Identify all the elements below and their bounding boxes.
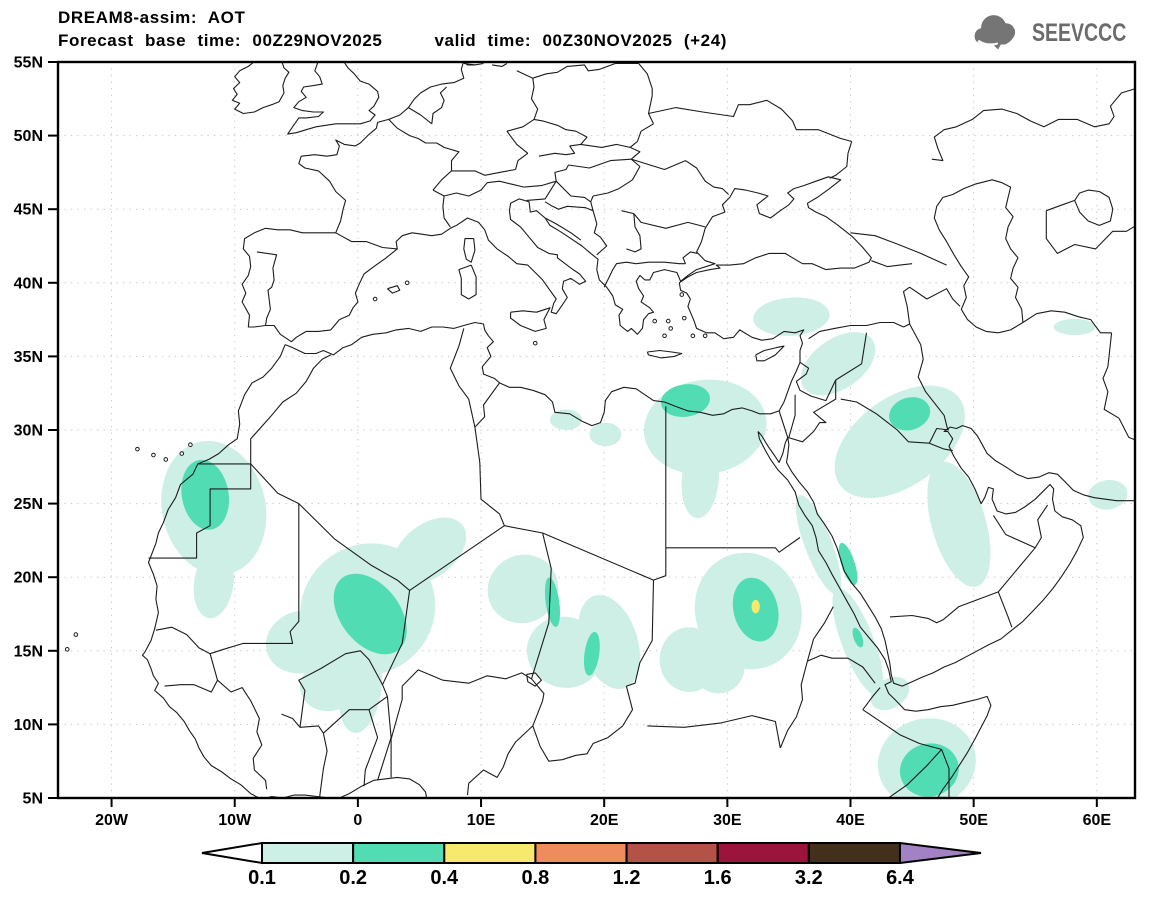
lat-tick-label: 50N [14, 128, 43, 145]
colorbar-cell [716, 842, 810, 864]
aot-region-turkey-south [753, 297, 830, 336]
colorbar-cell [625, 842, 719, 864]
lon-tick-label: 10W [218, 812, 252, 829]
aot-region-western-sahara-core [181, 459, 230, 530]
coastlines-and-borders [64, 62, 1135, 798]
seevccc-logo-text: SEEVCCC [1032, 18, 1127, 47]
aot-region-egypt-coast-core [660, 384, 710, 417]
lat-tick-label: 10N [14, 717, 43, 734]
colorbar-under-arrow [201, 841, 263, 865]
aot-region-sahel-south-arm [338, 645, 382, 733]
axis-ticks-and-labels: 55N 50N 45N 40N 35N 30N 25N 20N 15N 10N 5N 20W 10W 0 1… [14, 55, 1112, 830]
seevccc-logo: SEEVCCC [968, 14, 1153, 52]
aot-region-sahel-south-blob [300, 661, 357, 712]
aot-region-western-sahara-south-tail [193, 547, 234, 619]
colorbar-cell [261, 842, 355, 864]
colorbar-over-arrow [898, 841, 982, 865]
aot-region-chad-west [487, 554, 559, 624]
aot-region-sahel-west-arm [265, 610, 337, 674]
aot-region-egypt-south-tail [681, 441, 719, 519]
lat-tick-label: 30N [14, 423, 43, 440]
chart-title: DREAM8-assim: AOT [58, 8, 246, 27]
lat-tick-label: 5N [23, 791, 43, 808]
colorbar-tick-label: 3.2 [795, 867, 823, 889]
aot-region-iraq-core [889, 397, 931, 431]
lat-tick-label: 40N [14, 275, 43, 292]
lat-tick-label: 20N [14, 570, 43, 587]
aot-region-sahel-ne-arm [392, 517, 467, 584]
cloud-arrow-logo-icon [974, 15, 1016, 50]
valid-time: valid time: 00Z30NOV2025 (+24) [434, 31, 728, 50]
aot-region-sahel-core [333, 573, 407, 655]
colorbar-cell [807, 842, 901, 864]
aot-region-syria-arm [801, 332, 876, 396]
lon-tick-label: 10E [467, 812, 496, 829]
lon-tick-label: 20E [590, 812, 619, 829]
aot-region-gulf-coast-arm [927, 461, 991, 587]
aot-colorbar-legend: 0.1 0.2 0.4 0.8 1.2 1.6 3.2 6.4 [201, 841, 982, 889]
chart-header: DREAM8-assim: AOT Forecast base time: 00… [58, 6, 727, 52]
aot-region-libya-coast-small-2 [589, 422, 622, 447]
lat-tick-label: 45N [14, 202, 43, 219]
chart-subtitle: Forecast base time: 00Z29NOV2025 valid ti… [58, 29, 727, 52]
colorbar-tick-label: 1.6 [704, 867, 732, 889]
colorbar-cell [352, 842, 446, 864]
colorbar-tick-label: 0.8 [522, 867, 550, 889]
aot-region-caspian-south-sliver [1053, 318, 1096, 336]
lon-tick-label: 0 [353, 812, 362, 829]
colorbar-tick-label: 1.2 [613, 867, 641, 889]
colorbar-tick-label: 0.2 [339, 867, 367, 889]
colorbar-cell [443, 842, 537, 864]
lon-tick-label: 30E [713, 812, 742, 829]
lat-tick-label: 35N [14, 349, 43, 366]
lat-tick-label: 15N [14, 643, 43, 660]
lon-tick-label: 20W [95, 812, 129, 829]
aot-region-red-sea-teal-dot [852, 627, 864, 648]
lat-tick-label: 25N [14, 496, 43, 513]
forecast-base-time: Forecast base time: 00Z29NOV2025 [58, 31, 383, 50]
aot-region-oman-coast-small [1088, 479, 1128, 510]
lon-tick-label: 40E [836, 812, 865, 829]
colorbar-cell [534, 842, 628, 864]
aot-region-sudan-peak [751, 599, 760, 614]
lon-tick-label: 50E [959, 812, 988, 829]
lat-tick-label: 55N [14, 55, 43, 72]
aot-shaded-regions [161, 297, 1128, 798]
colorbar-tick-label: 0.1 [248, 867, 276, 889]
colorbar-tick-label: 6.4 [886, 867, 915, 889]
aot-region-libya-coast-small-1 [550, 409, 583, 431]
colorbar-tick-label: 0.4 [430, 867, 459, 889]
aot-region-chad-streak-east [583, 631, 600, 676]
aot-region-red-sea-teal-streak [838, 542, 858, 586]
aot-region-sudan-sw-tail [692, 640, 745, 694]
lon-tick-label: 60E [1083, 812, 1112, 829]
